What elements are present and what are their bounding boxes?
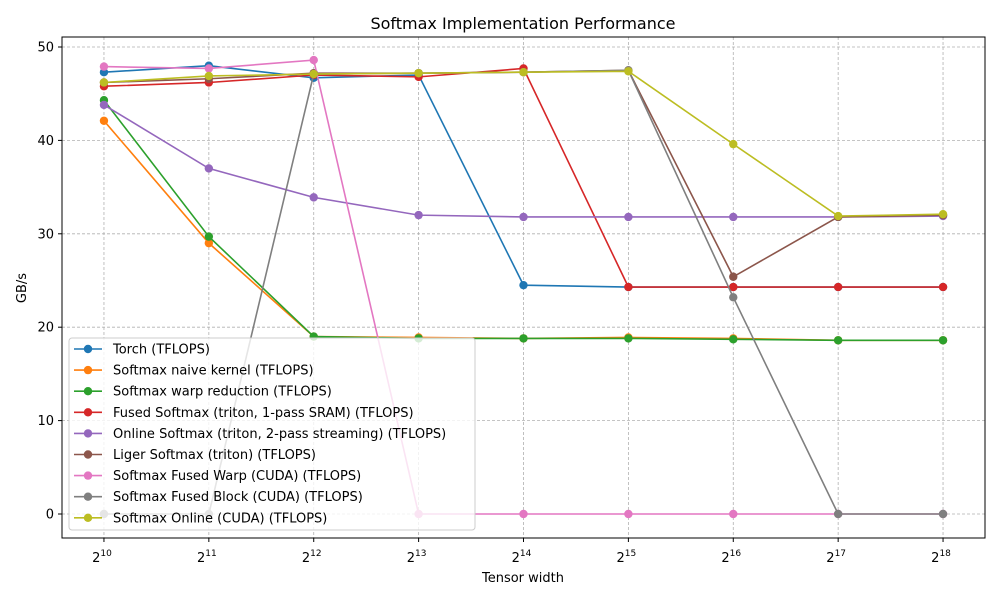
data-point (729, 509, 738, 519)
legend-marker (83, 365, 93, 375)
data-point (624, 212, 633, 222)
legend-item: Softmax Fused Warp (CUDA) (TFLOPS) (74, 469, 361, 484)
data-point (729, 139, 738, 149)
data-point (938, 509, 948, 519)
y-tick-label: 20 (37, 321, 54, 336)
legend-marker (83, 387, 93, 396)
x-tick-label: 211 (197, 549, 217, 566)
legend-item: Softmax naive kernel (TFLOPS) (74, 364, 314, 379)
chart-title: Softmax Implementation Performance (370, 14, 675, 33)
data-point (519, 280, 528, 290)
legend-label: Softmax Online (CUDA) (TFLOPS) (113, 511, 327, 526)
legend-label: Softmax naive kernel (TFLOPS) (113, 364, 314, 379)
legend-label: Liger Softmax (triton) (TFLOPS) (113, 448, 316, 463)
data-point (833, 211, 843, 221)
ticks: 210 211 212 213 214 215 216 217 218 0 10 20 30 40 50 (37, 40, 951, 566)
legend-item: Fused Softmax (triton, 1-pass SRAM) (TFL… (74, 406, 414, 421)
series-line (103, 104, 944, 218)
x-tick-label: 212 (302, 549, 322, 566)
x-axis-label: Tensor width (481, 571, 564, 586)
legend-marker (83, 450, 93, 459)
y-axis-label: GB/s (15, 273, 30, 303)
x-tick-label: 218 (931, 549, 951, 566)
legend-label: Fused Softmax (triton, 1-pass SRAM) (TFL… (113, 406, 414, 421)
data-point (624, 282, 633, 292)
legend-item: Torch (TFLOPS) (74, 343, 210, 358)
data-point (414, 210, 423, 220)
data-point (729, 282, 738, 292)
series-1 (99, 116, 948, 345)
legend-item: Softmax Fused Block (CUDA) (TFLOPS) (74, 490, 363, 505)
legend-box (68, 337, 476, 531)
data-point (414, 68, 423, 78)
data-point (833, 509, 843, 519)
legend-marker (83, 429, 93, 438)
data-point (519, 212, 528, 222)
data-point (99, 62, 109, 71)
x-tick-label: 215 (617, 549, 637, 566)
x-tick-label: 210 (92, 549, 112, 566)
legend-item: Softmax warp reduction (TFLOPS) (74, 385, 332, 400)
legend-label: Softmax warp reduction (TFLOPS) (113, 385, 332, 400)
data-point (204, 164, 214, 173)
y-tick-label: 0 (46, 507, 54, 522)
data-point (519, 68, 528, 77)
data-point (833, 282, 843, 292)
data-point (729, 293, 738, 302)
legend-marker (83, 344, 93, 354)
data-point (309, 69, 318, 79)
legend-label: Softmax Fused Block (CUDA) (TFLOPS) (113, 490, 363, 505)
legend-label: Online Softmax (triton, 2-pass streaming… (113, 427, 446, 442)
legend-marker (83, 513, 93, 522)
legend-item: Online Softmax (triton, 2-pass streaming… (74, 427, 446, 442)
series-0 (99, 61, 948, 292)
x-tick-label: 214 (512, 549, 532, 566)
data-point (833, 336, 843, 345)
legend-marker (83, 492, 93, 501)
data-point (204, 238, 214, 248)
legend-marker (83, 408, 93, 417)
legend-item: Liger Softmax (triton) (TFLOPS) (74, 448, 316, 463)
series-8 (99, 67, 948, 221)
x-tick-label: 216 (721, 549, 741, 566)
data-point (729, 272, 738, 281)
data-point (729, 212, 738, 222)
y-tick-label: 30 (37, 227, 54, 242)
data-point (624, 334, 633, 343)
legend-label: Softmax Fused Warp (CUDA) (TFLOPS) (113, 469, 361, 484)
data-point (519, 334, 528, 343)
data-point (938, 336, 948, 345)
data-point (309, 55, 318, 65)
data-point (99, 116, 109, 125)
y-tick-label: 50 (37, 40, 54, 55)
y-tick-label: 10 (37, 414, 54, 429)
x-tick-label: 213 (407, 549, 427, 566)
legend-label: Torch (TFLOPS) (112, 343, 210, 358)
data-point (99, 78, 109, 87)
x-tick-label: 217 (826, 549, 846, 566)
legend-marker (83, 471, 93, 480)
data-point (99, 100, 109, 110)
data-point (519, 509, 528, 519)
legend-item: Softmax Online (CUDA) (TFLOPS) (74, 511, 327, 526)
data-point (204, 64, 214, 73)
legend: Torch (TFLOPS) Softmax naive kernel (TFLO… (68, 337, 476, 531)
y-tick-label: 40 (37, 134, 54, 149)
data-point (938, 282, 948, 292)
data-point (938, 209, 948, 219)
data-point (729, 335, 738, 344)
data-point (624, 67, 633, 76)
data-point (204, 232, 214, 241)
data-point (624, 509, 633, 519)
data-point (309, 193, 318, 202)
data-point (204, 71, 214, 81)
